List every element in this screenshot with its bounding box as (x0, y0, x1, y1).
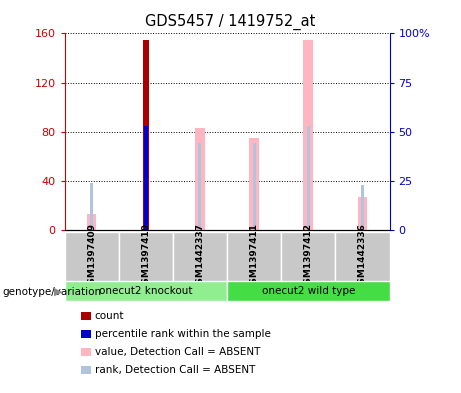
Text: onecut2 knockout: onecut2 knockout (99, 286, 193, 296)
Text: onecut2 wild type: onecut2 wild type (261, 286, 355, 296)
Text: GSM1442336: GSM1442336 (358, 223, 367, 290)
Bar (227, 232, 281, 281)
Bar (87, 214, 96, 230)
Bar (65, 281, 227, 301)
Bar (281, 232, 335, 281)
Bar (249, 138, 259, 230)
Text: GSM1442337: GSM1442337 (195, 223, 205, 290)
Bar (227, 281, 390, 301)
Text: rank, Detection Call = ABSENT: rank, Detection Call = ABSENT (95, 365, 255, 375)
Bar (65, 232, 118, 281)
Bar (173, 232, 227, 281)
Text: value, Detection Call = ABSENT: value, Detection Call = ABSENT (95, 347, 260, 357)
Text: genotype/variation: genotype/variation (2, 286, 101, 297)
Text: GSM1397410: GSM1397410 (141, 223, 150, 290)
Bar (199, 143, 201, 230)
Bar (335, 232, 390, 281)
Bar (303, 40, 313, 230)
Bar (142, 40, 149, 230)
Bar (195, 128, 205, 230)
Bar (361, 185, 364, 230)
Bar (307, 126, 310, 230)
Text: GDS5457 / 1419752_at: GDS5457 / 1419752_at (145, 14, 316, 30)
Text: GSM1397411: GSM1397411 (249, 223, 259, 290)
Text: count: count (95, 310, 124, 321)
Bar (90, 183, 93, 230)
Bar (358, 197, 367, 230)
Bar (144, 126, 148, 230)
Bar (118, 232, 173, 281)
Text: GSM1397412: GSM1397412 (304, 223, 313, 290)
Bar (253, 143, 255, 230)
Text: percentile rank within the sample: percentile rank within the sample (95, 329, 271, 339)
Text: GSM1397409: GSM1397409 (87, 223, 96, 290)
Text: ▶: ▶ (54, 286, 63, 297)
